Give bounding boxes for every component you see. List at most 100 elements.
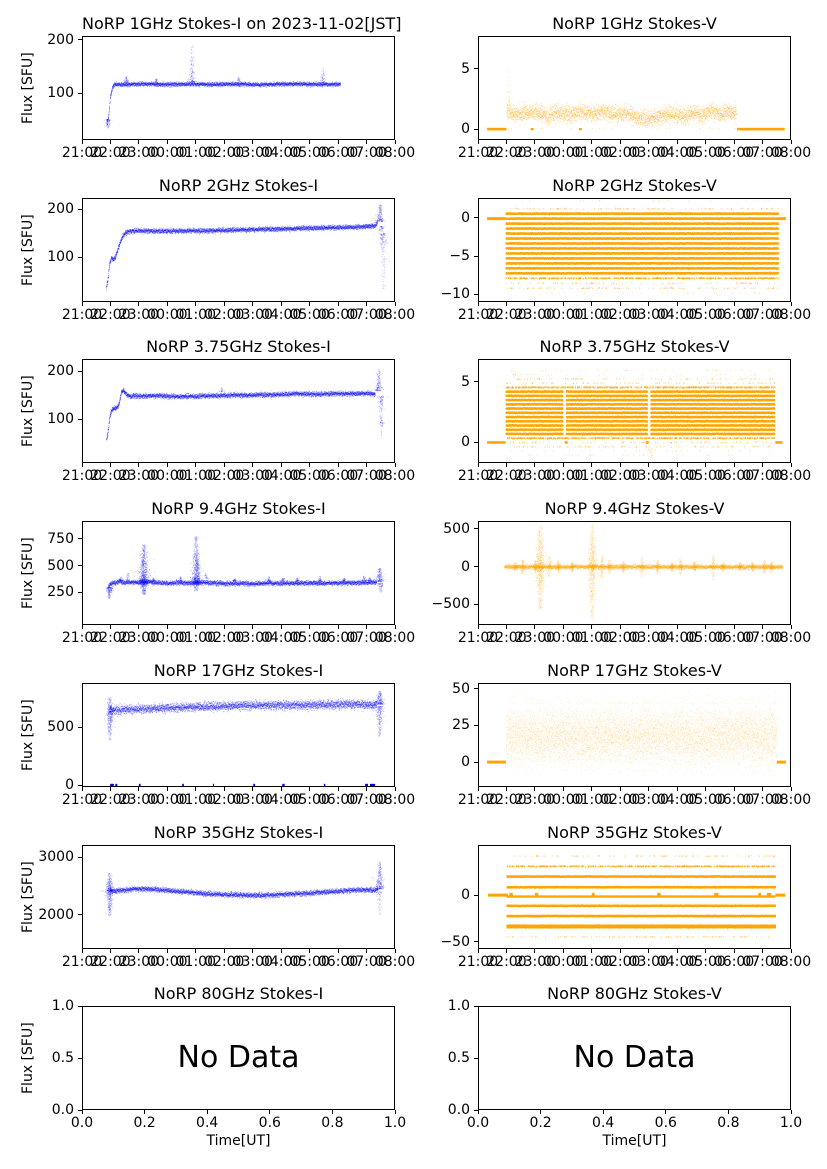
norp-1ghz-stokes-i-title: NoRP 1GHz Stokes-I on 2023-11-02[JST] (82, 14, 402, 33)
norp-1ghz-stokes-v-xtick (591, 140, 593, 144)
norp-35ghz-stokes-i-ytick-label: 3000 (38, 849, 74, 866)
norp-9.4ghz-stokes-i-xtick-label: 01:00 (175, 630, 216, 646)
norp-1ghz-stokes-v-xtick (762, 140, 764, 144)
norp-1ghz-stokes-v-xtick-label: 23:00 (514, 145, 556, 161)
norp-17ghz-stokes-v-xtick-label: 05:00 (685, 792, 726, 808)
norp-35ghz-stokes-v-xtick-label: 02:00 (600, 954, 641, 970)
norp-9.4ghz-stokes-v-xtick-label: 00:00 (543, 630, 584, 646)
norp-80ghz-stokes-i-xtick-label: 0.2 (133, 1115, 156, 1131)
norp-2ghz-stokes-v-xtick (648, 302, 650, 306)
norp-17ghz-stokes-i-xtick-label: 23:00 (118, 792, 160, 808)
norp-2ghz-stokes-i-xtick-label: 21:00 (61, 307, 103, 323)
norp-80ghz-stokes-v-xtick-label: 0.6 (654, 1115, 677, 1131)
norp-2ghz-stokes-v-xtick-label: 03:00 (628, 307, 669, 323)
norp-3.75ghz-stokes-i-xtick (337, 463, 339, 467)
norp-35ghz-stokes-i-title: NoRP 35GHz Stokes-I (153, 823, 324, 842)
norp-80ghz-stokes-i-ytick (78, 1005, 82, 1007)
norp-2ghz-stokes-v-xtick-label: 21:00 (457, 307, 499, 323)
norp-2ghz-stokes-v-xtick (790, 302, 792, 306)
norp-80ghz-stokes-v-xtick (540, 1110, 542, 1114)
norp-35ghz-stokes-v-xtick (477, 949, 479, 953)
norp-2ghz-stokes-i-xtick-label: 07:00 (346, 307, 387, 323)
norp-35ghz-stokes-i-xtick-label: 02:00 (204, 954, 245, 970)
norp-3.75ghz-stokes-v-xtick (534, 463, 536, 467)
norp-35ghz-stokes-v-title: NoRP 35GHz Stokes-V (547, 823, 722, 842)
norp-1ghz-stokes-i-ytick (78, 39, 82, 41)
norp-3.75ghz-stokes-v-ytick-label: 5 (461, 373, 470, 390)
norp-17ghz-stokes-i-xtick (138, 787, 140, 791)
norp-35ghz-stokes-v-xtick (505, 949, 507, 953)
norp-9.4ghz-stokes-v-axes (478, 521, 791, 625)
norp-2ghz-stokes-i-xtick (280, 302, 282, 306)
norp-3.75ghz-stokes-v-xtick (762, 463, 764, 467)
norp-35ghz-stokes-v-xtick-label: 04:00 (656, 954, 698, 970)
norp-17ghz-stokes-v-xtick (733, 787, 735, 791)
norp-17ghz-stokes-v-xtick (790, 787, 792, 791)
norp-80ghz-stokes-i-xlabel: Time[UT] (206, 1133, 271, 1149)
norp-2ghz-stokes-v-canvas (478, 198, 791, 302)
norp-2ghz-stokes-i-xtick (394, 302, 396, 306)
norp-9.4ghz-stokes-i-xtick (366, 625, 368, 629)
norp-80ghz-stokes-v-xtick-label: 0.8 (717, 1115, 740, 1131)
norp-80ghz-stokes-i-ytick (78, 1057, 82, 1059)
norp-1ghz-stokes-i-ytick-label: 100 (47, 85, 74, 102)
norp-2ghz-stokes-i-xtick (337, 302, 339, 306)
norp-80ghz-stokes-v-ytick (474, 1109, 478, 1111)
norp-80ghz-stokes-v-no-data-label: No Data (573, 1040, 696, 1075)
norp-9.4ghz-stokes-i-xtick (280, 625, 282, 629)
norp-35ghz-stokes-i-xtick (109, 949, 111, 953)
norp-35ghz-stokes-v-xtick-label: 06:00 (713, 954, 755, 970)
norp-35ghz-stokes-i-xtick (81, 949, 83, 953)
norp-17ghz-stokes-v-xtick (619, 787, 621, 791)
norp-17ghz-stokes-i-xtick-label: 05:00 (289, 792, 330, 808)
norp-9.4ghz-stokes-i-xtick-label: 22:00 (90, 630, 131, 646)
norp-35ghz-stokes-v-xtick-label: 08:00 (770, 954, 812, 970)
norp-35ghz-stokes-v-xtick-label: 22:00 (486, 954, 527, 970)
norp-9.4ghz-stokes-v-ytick-label: 0 (461, 558, 470, 575)
norp-35ghz-stokes-i-xtick-label: 21:00 (61, 954, 103, 970)
norp-17ghz-stokes-v-xtick-label: 02:00 (600, 792, 641, 808)
norp-3.75ghz-stokes-v-xtick (619, 463, 621, 467)
norp-35ghz-stokes-i-ytick-label: 2000 (38, 906, 74, 923)
norp-2ghz-stokes-v-xtick-label: 02:00 (600, 307, 641, 323)
norp-1ghz-stokes-i-xtick-label: 03:00 (232, 145, 273, 161)
norp-35ghz-stokes-v-xtick-label: 21:00 (457, 954, 499, 970)
norp-3.75ghz-stokes-i-axes (82, 359, 395, 463)
norp-3.75ghz-stokes-v-xtick-label: 04:00 (656, 468, 698, 484)
norp-35ghz-stokes-v-ytick (474, 941, 478, 943)
norp-17ghz-stokes-i-xtick (166, 787, 168, 791)
norp-2ghz-stokes-i-xtick-label: 23:00 (118, 307, 160, 323)
norp-35ghz-stokes-i-xtick (195, 949, 197, 953)
norp-80ghz-stokes-v-xtick-label: 1.0 (779, 1115, 803, 1131)
norp-9.4ghz-stokes-i-xtick-label: 06:00 (317, 630, 359, 646)
norp-9.4ghz-stokes-i-xtick (166, 625, 168, 629)
norp-1ghz-stokes-v-xtick-label: 02:00 (600, 145, 641, 161)
norp-35ghz-stokes-i-xtick-label: 06:00 (317, 954, 359, 970)
norp-80ghz-stokes-v-xtick (790, 1110, 792, 1114)
norp-17ghz-stokes-v-ytick-label: 50 (452, 680, 470, 697)
norp-80ghz-stokes-i-ytick-label: 0.5 (51, 1050, 74, 1066)
norp-3.75ghz-stokes-v-xtick-label: 03:00 (628, 468, 669, 484)
norp-2ghz-stokes-v-ytick (474, 255, 478, 257)
norp-2ghz-stokes-i-ytick (78, 256, 82, 258)
norp-17ghz-stokes-i-ytick-label: 500 (47, 719, 74, 736)
norp-35ghz-stokes-v-ytick-label: −50 (440, 933, 470, 950)
norp-2ghz-stokes-v-xtick-label: 00:00 (543, 307, 584, 323)
norp-2ghz-stokes-i-ytick-label: 200 (47, 201, 74, 218)
norp-2ghz-stokes-i-xtick (166, 302, 168, 306)
norp-3.75ghz-stokes-i-xtick (252, 463, 254, 467)
norp-9.4ghz-stokes-i-xtick-label: 02:00 (204, 630, 245, 646)
norp-9.4ghz-stokes-v-xtick-label: 07:00 (742, 630, 783, 646)
norp-3.75ghz-stokes-i-xtick-label: 23:00 (118, 468, 160, 484)
norp-17ghz-stokes-i-ytick-label: 0 (65, 777, 74, 794)
norp-80ghz-stokes-i-axes (82, 1006, 395, 1110)
norp-3.75ghz-stokes-v-xtick-label: 08:00 (770, 468, 812, 484)
norp-3.75ghz-stokes-v-xtick-label: 05:00 (685, 468, 726, 484)
norp-9.4ghz-stokes-v-xtick (534, 625, 536, 629)
norp-1ghz-stokes-i-xtick (366, 140, 368, 144)
norp-9.4ghz-stokes-v-ytick-label: 500 (443, 520, 470, 537)
norp-2ghz-stokes-i-xtick-label: 22:00 (90, 307, 131, 323)
norp-35ghz-stokes-i-xtick-label: 01:00 (175, 954, 216, 970)
norp-80ghz-stokes-v-ytick-label: 0.0 (447, 1102, 470, 1118)
norp-80ghz-stokes-v-xtick (602, 1110, 604, 1114)
